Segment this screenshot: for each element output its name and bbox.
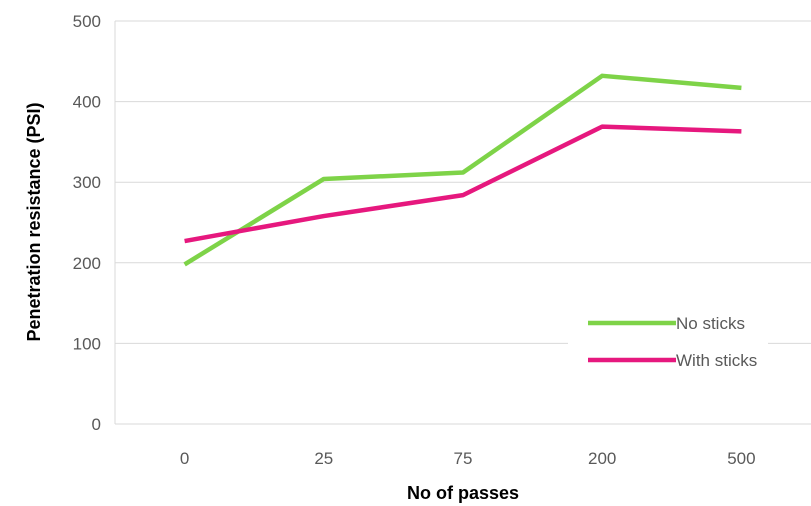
x-tick-label: 0: [180, 449, 189, 468]
legend-background: [568, 305, 768, 385]
x-tick-label: 200: [588, 449, 616, 468]
y-tick-label: 0: [92, 415, 101, 434]
y-axis-ticks: 0 100 200 300 400 500: [73, 12, 101, 434]
x-axis-title: No of passes: [407, 483, 519, 503]
x-tick-label: 75: [454, 449, 473, 468]
series-line-with-sticks: [184, 124, 742, 244]
gridlines: [114, 20, 811, 425]
series-line-no-sticks: [183, 73, 742, 267]
y-tick-label: 300: [73, 173, 101, 192]
x-tick-label: 500: [727, 449, 755, 468]
y-tick-label: 500: [73, 12, 101, 31]
legend-label: No sticks: [676, 314, 745, 333]
y-axis-title: Penetration resistance (PSI): [24, 102, 44, 341]
series-lines: [183, 73, 742, 267]
legend-label: With sticks: [676, 351, 757, 370]
y-tick-label: 100: [73, 334, 101, 353]
x-axis-ticks: 0 25 75 200 500: [180, 449, 756, 468]
y-tick-label: 400: [73, 93, 101, 112]
y-tick-label: 200: [73, 254, 101, 273]
legend: No sticks With sticks: [568, 305, 768, 385]
x-tick-label: 25: [314, 449, 333, 468]
